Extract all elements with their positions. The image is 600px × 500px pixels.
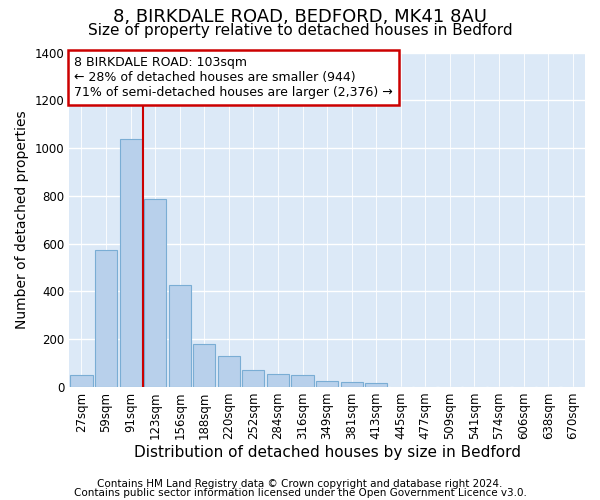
- X-axis label: Distribution of detached houses by size in Bedford: Distribution of detached houses by size …: [134, 445, 521, 460]
- Text: Contains HM Land Registry data © Crown copyright and database right 2024.: Contains HM Land Registry data © Crown c…: [97, 479, 503, 489]
- Text: 8, BIRKDALE ROAD, BEDFORD, MK41 8AU: 8, BIRKDALE ROAD, BEDFORD, MK41 8AU: [113, 8, 487, 26]
- Bar: [95, 250, 117, 387]
- Bar: [365, 384, 387, 387]
- Bar: [144, 200, 166, 387]
- Text: Size of property relative to detached houses in Bedford: Size of property relative to detached ho…: [88, 22, 512, 38]
- Text: Contains public sector information licensed under the Open Government Licence v3: Contains public sector information licen…: [74, 488, 526, 498]
- Bar: [267, 374, 289, 387]
- Bar: [242, 370, 265, 387]
- Bar: [119, 138, 142, 387]
- Bar: [316, 381, 338, 387]
- Y-axis label: Number of detached properties: Number of detached properties: [15, 110, 29, 329]
- Bar: [70, 375, 92, 387]
- Bar: [218, 356, 240, 387]
- Bar: [169, 286, 191, 387]
- Bar: [193, 344, 215, 387]
- Text: 8 BIRKDALE ROAD: 103sqm
← 28% of detached houses are smaller (944)
71% of semi-d: 8 BIRKDALE ROAD: 103sqm ← 28% of detache…: [74, 56, 393, 99]
- Bar: [292, 375, 314, 387]
- Bar: [341, 382, 363, 387]
